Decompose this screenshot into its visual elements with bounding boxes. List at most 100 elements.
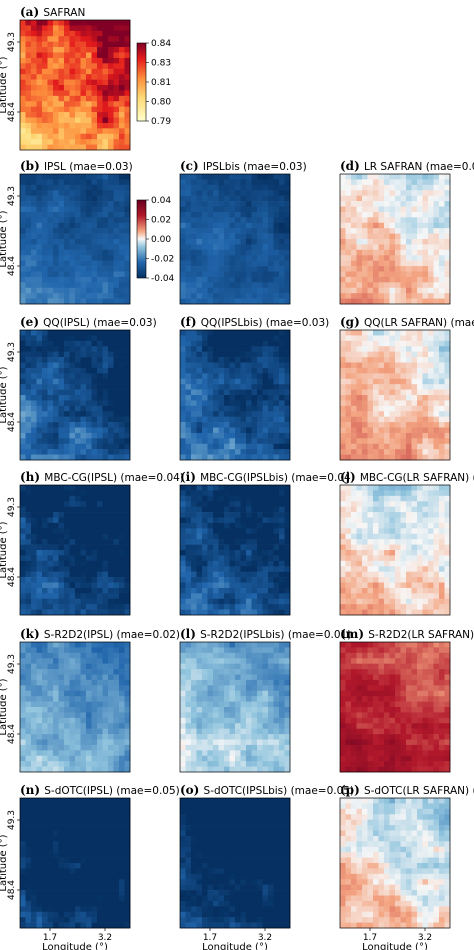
heatmap-cell bbox=[257, 604, 263, 610]
heatmap-cell bbox=[86, 416, 92, 423]
panel-frame bbox=[179, 484, 291, 616]
heatmap-cell bbox=[80, 577, 87, 583]
heatmap-cell bbox=[229, 357, 236, 363]
heatmap-cell bbox=[86, 293, 92, 299]
heatmap-cell bbox=[119, 416, 125, 423]
heatmap-cell bbox=[384, 266, 390, 272]
heatmap-cell bbox=[75, 539, 81, 545]
heatmap-cell bbox=[108, 373, 114, 380]
heatmap-cell bbox=[246, 560, 252, 567]
heatmap-cell bbox=[378, 228, 385, 234]
heatmap-cell bbox=[400, 405, 407, 412]
heatmap-cell bbox=[80, 276, 87, 283]
heatmap-cell bbox=[69, 36, 76, 42]
heatmap-cell bbox=[113, 411, 120, 417]
heatmap-cell bbox=[345, 293, 352, 299]
heatmap-cell bbox=[58, 228, 65, 234]
heatmap-cell bbox=[378, 427, 385, 434]
heatmap-cell bbox=[356, 287, 363, 294]
heatmap-cell bbox=[42, 587, 48, 594]
heatmap-cell bbox=[362, 255, 368, 261]
heatmap-cell bbox=[86, 41, 92, 48]
heatmap-cell bbox=[218, 239, 225, 245]
heatmap-cell bbox=[207, 293, 214, 299]
heatmap-cell bbox=[284, 239, 291, 245]
heatmap-cell bbox=[422, 255, 429, 261]
heatmap-cell bbox=[20, 550, 26, 556]
heatmap-cell bbox=[202, 282, 208, 289]
heatmap-cell bbox=[31, 211, 37, 218]
heatmap-cell bbox=[356, 244, 363, 251]
heatmap-cell bbox=[433, 416, 440, 423]
heatmap-cell bbox=[207, 266, 214, 272]
heatmap-cell bbox=[395, 566, 401, 572]
heatmap-cell bbox=[428, 427, 434, 434]
y-tick-label: 48.4 bbox=[7, 412, 17, 432]
heatmap-cell bbox=[395, 490, 401, 497]
heatmap-cell bbox=[102, 443, 109, 450]
heatmap-cell bbox=[25, 766, 32, 773]
heatmap-cell bbox=[229, 416, 236, 423]
heatmap-cell bbox=[207, 598, 214, 605]
heatmap-cell bbox=[433, 282, 440, 289]
heatmap-cell bbox=[246, 378, 252, 385]
heatmap-cell bbox=[69, 438, 76, 445]
heatmap-cell bbox=[389, 228, 396, 234]
heatmap-cell bbox=[202, 367, 208, 374]
heatmap-cell bbox=[102, 522, 109, 529]
heatmap-cell bbox=[97, 577, 103, 583]
heatmap-cell bbox=[25, 249, 32, 256]
heatmap-cell bbox=[213, 195, 219, 202]
heatmap-cell bbox=[97, 378, 103, 385]
heatmap-cell bbox=[268, 598, 274, 605]
heatmap-cell bbox=[251, 233, 258, 240]
heatmap-cell bbox=[207, 533, 214, 540]
heatmap-cell bbox=[64, 222, 70, 229]
heatmap-cell bbox=[31, 112, 37, 118]
heatmap-cell bbox=[345, 522, 352, 529]
heatmap-cell bbox=[268, 276, 274, 283]
heatmap-cell bbox=[102, 211, 109, 218]
heatmap-cell bbox=[417, 517, 423, 524]
heatmap-cell bbox=[53, 260, 59, 267]
heatmap-cell bbox=[20, 144, 26, 151]
heatmap-cell bbox=[400, 222, 407, 229]
heatmap-cell bbox=[439, 416, 445, 423]
heatmap-cell bbox=[102, 346, 109, 352]
heatmap-cell bbox=[218, 587, 225, 594]
heatmap-cell bbox=[91, 139, 98, 145]
heatmap-cell bbox=[235, 179, 241, 186]
heatmap-cell bbox=[400, 293, 407, 299]
heatmap-cell bbox=[64, 587, 70, 594]
heatmap-cell bbox=[384, 501, 390, 507]
heatmap-cell bbox=[58, 506, 65, 513]
heatmap-cell bbox=[251, 190, 258, 196]
heatmap-cell bbox=[422, 378, 429, 385]
heatmap-cell bbox=[20, 373, 26, 380]
heatmap-cell bbox=[262, 335, 269, 342]
heatmap-cell bbox=[185, 485, 192, 491]
heatmap-cell bbox=[202, 276, 208, 283]
heatmap-cell bbox=[86, 571, 92, 578]
panel-title: (e) QQ(IPSL) (mae=0.03) bbox=[20, 315, 157, 329]
heatmap-cell bbox=[36, 490, 43, 497]
heatmap-cell bbox=[102, 249, 109, 256]
heatmap-cell bbox=[279, 276, 285, 283]
heatmap-cell bbox=[31, 25, 37, 32]
heatmap-cell bbox=[345, 438, 352, 445]
heatmap-cell bbox=[406, 438, 412, 445]
heatmap-cell bbox=[389, 432, 396, 439]
heatmap-cell bbox=[262, 539, 269, 545]
heatmap-cell bbox=[257, 184, 263, 191]
heatmap-cell bbox=[80, 378, 87, 385]
heatmap-cell bbox=[97, 495, 103, 502]
heatmap-cell bbox=[268, 190, 274, 196]
heatmap-cell bbox=[86, 335, 92, 342]
heatmap-cell bbox=[406, 539, 412, 545]
heatmap-cell bbox=[64, 282, 70, 289]
heatmap-cell bbox=[356, 266, 363, 272]
heatmap-cell bbox=[31, 690, 37, 697]
heatmap-cell bbox=[422, 373, 429, 380]
heatmap-cell bbox=[433, 384, 440, 390]
heatmap-cell bbox=[251, 351, 258, 358]
